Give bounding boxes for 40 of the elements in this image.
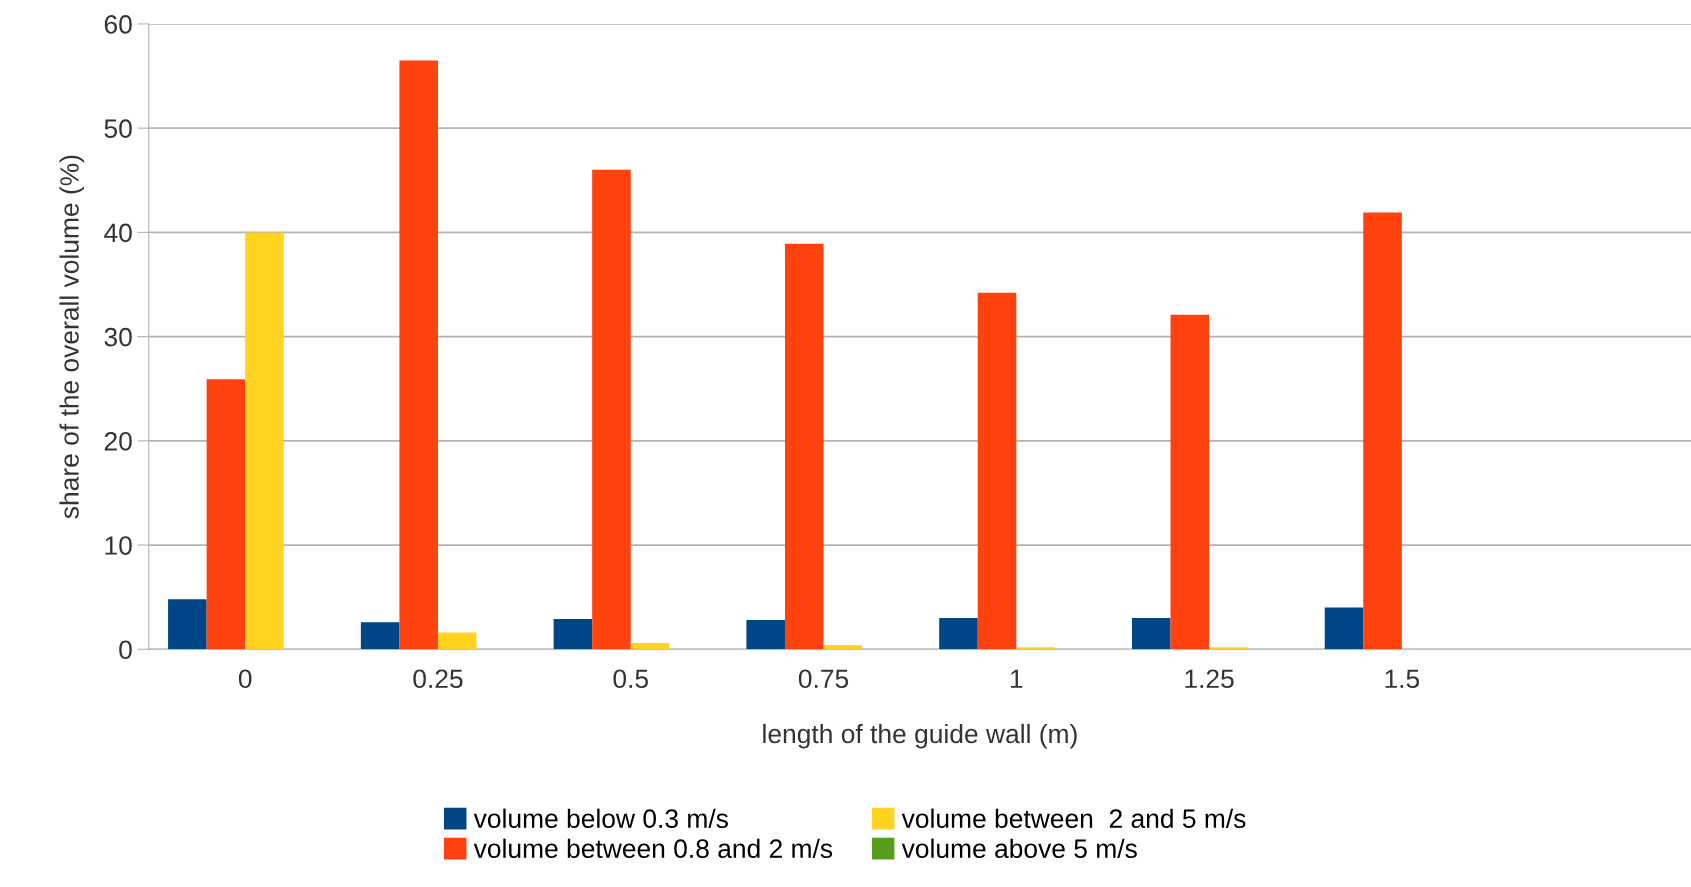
y-tick-label: 0 [119, 640, 132, 660]
bar [784, 243, 824, 650]
x-tick-label: 0 [238, 669, 252, 689]
y-axis-title: share of the overall volume (%) [59, 155, 85, 519]
x-tick-label: 0.25 [413, 669, 463, 689]
x-tick-label: 1.5 [1385, 669, 1420, 689]
y-tick-label: 20 [104, 431, 132, 451]
x-tick-label: 1.25 [1185, 669, 1234, 689]
legend-label: volume below 0.3 m/s [473, 808, 728, 829]
bar [746, 620, 785, 650]
y-tick-label: 30 [104, 327, 132, 347]
x-tick-label: 1 [1010, 669, 1023, 688]
bar [1016, 647, 1055, 650]
x-tick-label: 0.75 [798, 669, 849, 689]
bar [399, 60, 438, 650]
bar [1324, 607, 1364, 650]
bar [939, 618, 978, 650]
bar [1363, 212, 1402, 650]
bar [823, 645, 863, 650]
bar [360, 622, 400, 650]
legend-label: volume between 0.8 and 2 m/s [473, 838, 833, 859]
x-tick-label: 0.5 [613, 669, 648, 689]
bar [1209, 647, 1248, 650]
y-tick-label: 40 [104, 223, 132, 243]
bar [206, 379, 246, 650]
bar [437, 632, 477, 650]
y-tick-label: 50 [104, 119, 132, 138]
bar [1131, 618, 1171, 650]
y-tick-label: 60 [104, 15, 132, 34]
y-tick-label: 10 [105, 536, 132, 555]
bar [168, 599, 207, 650]
bar [245, 232, 284, 650]
bar [1170, 314, 1210, 650]
legend-label: volume above 5 m/s [901, 838, 1137, 859]
bar [977, 292, 1017, 650]
legend-label: volume between 2 and 5 m/s [901, 808, 1246, 829]
bar [630, 643, 670, 650]
bar [553, 619, 593, 650]
x-axis-title: length of the guide wall (m) [763, 723, 1077, 749]
bar [592, 169, 631, 650]
